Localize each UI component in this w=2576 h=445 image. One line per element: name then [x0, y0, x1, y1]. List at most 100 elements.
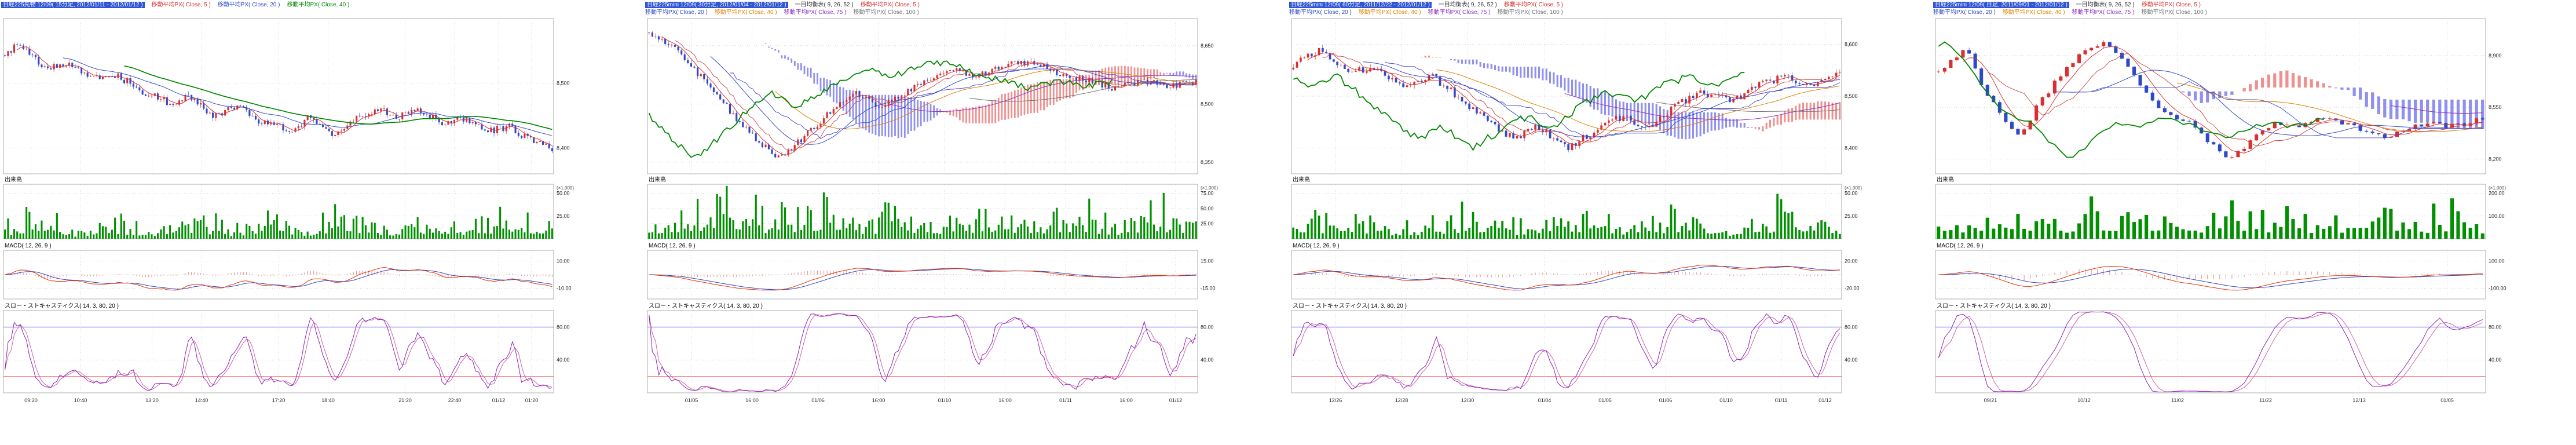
- svg-text:40.00: 40.00: [557, 357, 570, 363]
- svg-text:01/12: 01/12: [1169, 397, 1183, 403]
- volume-section-label: 出来高: [1937, 177, 1954, 183]
- macd-section-label: MACD( 12, 26, 9 ): [5, 243, 52, 249]
- legend-item: 一目均衡表( 9, 26, 52 ): [2076, 2, 2135, 8]
- legend-item: 移動平均PX( Close, 100 ): [853, 9, 919, 16]
- svg-text:8,400: 8,400: [1845, 145, 1858, 151]
- svg-text:01/05: 01/05: [2440, 397, 2454, 403]
- svg-text:13:20: 13:20: [145, 397, 159, 403]
- legend-item: 移動平均PX( Close, 5 ): [2141, 2, 2201, 8]
- macd-section-label: MACD( 12, 26, 9 ): [1293, 243, 1340, 249]
- svg-text:200.00: 200.00: [2489, 191, 2505, 196]
- volume-section-label: 出来高: [1293, 177, 1310, 183]
- legend-item: 移動平均PX( Close, 5 ): [860, 2, 920, 8]
- svg-text:11/02: 11/02: [2171, 397, 2184, 403]
- svg-text:(×1,000): (×1,000): [2489, 185, 2506, 191]
- legend-item: 移動平均PX( Close, 75 ): [784, 9, 847, 16]
- svg-text:-15.00: -15.00: [1201, 285, 1216, 291]
- svg-text:40.00: 40.00: [1201, 357, 1214, 363]
- chart-canvas: 8,500 8,400 50.00 25.00 (×1,000) 10.00 -10.00 8…: [3, 18, 574, 403]
- header-line-1: 日経225mini 12/09( 日足, 2011/09/01 - 2012/0…: [1933, 1, 2576, 9]
- svg-text:01/10: 01/10: [1719, 397, 1733, 403]
- header-line-1: 日経225mini 12/09( 60分足, 2011/12/22 - 2012…: [1289, 1, 1932, 9]
- header-line-2: 移動平均PX( Close, 20 ) 移動平均PX( Close, 40 ) 移動…: [1933, 9, 2576, 16]
- svg-text:01/10: 01/10: [938, 397, 952, 403]
- legend-item: 移動平均PX( Close, 40 ): [1358, 9, 1421, 16]
- legend-item: 一目均衡表( 9, 26, 52 ): [795, 2, 854, 8]
- legend-item: 移動平均PX( Close, 75 ): [2072, 9, 2135, 16]
- chart-area[interactable]: 8,600 8,500 8,400 50.00 25.00 (×1,000) 20.00 -2…: [1289, 17, 1932, 445]
- svg-text:17:20: 17:20: [272, 397, 286, 403]
- svg-text:8,650: 8,650: [1201, 43, 1214, 49]
- svg-text:80.00: 80.00: [1845, 324, 1858, 330]
- svg-text:01:20: 01:20: [525, 397, 539, 403]
- header-line-2: [1, 9, 644, 16]
- panel-header: 日経225先物 12/09( 15分足, 2012/01/11 - 2012/0…: [1, 1, 644, 17]
- macd-section-label: MACD( 12, 26, 9 ): [649, 243, 696, 249]
- svg-text:10/12: 10/12: [2077, 397, 2091, 403]
- legend-item: 移動平均PX( Close, 5 ): [151, 2, 211, 8]
- stoch-section-label: スロー・ストキャスティクス( 14, 3, 80, 20 ): [5, 303, 119, 309]
- svg-text:-10.00: -10.00: [557, 285, 572, 291]
- svg-text:16:00: 16:00: [745, 397, 759, 403]
- svg-text:20.00: 20.00: [1845, 258, 1858, 264]
- chart-area[interactable]: 8,900 8,550 8,200 200.00 100.00 (×1,000) 100.0…: [1933, 17, 2576, 445]
- chart-panel: 日経225mini 12/09( 60分足, 2011/12/22 - 2012…: [1288, 0, 1932, 445]
- legend-item: 移動平均PX( Close, 20 ): [1933, 9, 1996, 16]
- svg-text:01/04: 01/04: [1538, 397, 1552, 403]
- chart-area[interactable]: 8,650 8,500 8,350 75.00 50.00 25.00 (×1,000) 15…: [645, 17, 1288, 445]
- svg-text:8,600: 8,600: [1845, 42, 1858, 48]
- svg-text:40.00: 40.00: [2489, 357, 2502, 363]
- macd-section-label: MACD( 12, 26, 9 ): [1937, 243, 1984, 249]
- svg-text:18:40: 18:40: [321, 397, 335, 403]
- svg-text:100.00: 100.00: [2489, 213, 2505, 219]
- stoch-section-label: スロー・ストキャスティクス( 14, 3, 80, 20 ): [1293, 303, 1407, 309]
- chart-title[interactable]: 日経225mini 12/09( 60分足, 2011/12/22 - 2012…: [1289, 2, 1432, 8]
- svg-text:12/13: 12/13: [2352, 397, 2366, 403]
- stoch-section-label: スロー・ストキャスティクス( 14, 3, 80, 20 ): [1937, 303, 2051, 309]
- svg-text:01/11: 01/11: [1059, 397, 1072, 403]
- chart-canvas: 8,900 8,550 8,200 200.00 100.00 (×1,000) 100.0…: [1935, 18, 2507, 403]
- svg-text:01/12: 01/12: [492, 397, 506, 403]
- svg-text:10.00: 10.00: [557, 258, 570, 264]
- svg-text:50.00: 50.00: [1845, 191, 1858, 196]
- svg-text:01/11: 01/11: [1775, 397, 1788, 403]
- chart-title[interactable]: 日経225mini 12/09( 30分足, 2012/01/04 - 2012…: [645, 2, 788, 8]
- chart-title[interactable]: 日経225mini 12/09( 日足, 2011/09/01 - 2012/0…: [1933, 2, 2069, 8]
- legend-item: 一目均衡表( 9, 26, 52 ): [1438, 2, 1497, 8]
- svg-text:(×1,000): (×1,000): [1845, 185, 1862, 191]
- legend-item: 移動平均PX( Close, 100 ): [1497, 9, 1563, 16]
- svg-text:-20.00: -20.00: [1845, 285, 1860, 291]
- svg-text:16:00: 16:00: [1119, 397, 1133, 403]
- legend-item: 移動平均PX( Close, 20 ): [645, 9, 708, 16]
- svg-text:80.00: 80.00: [557, 324, 570, 330]
- svg-text:21:20: 21:20: [398, 397, 412, 403]
- volume-section-label: 出来高: [5, 177, 22, 183]
- svg-text:50.00: 50.00: [557, 191, 570, 196]
- chart-area[interactable]: 8,500 8,400 50.00 25.00 (×1,000) 10.00 -10.00 8…: [1, 17, 644, 445]
- legend-item: 移動平均PX( Close, 20 ): [1289, 9, 1352, 16]
- svg-text:50.00: 50.00: [1201, 206, 1214, 211]
- svg-text:11/22: 11/22: [2259, 397, 2272, 403]
- svg-text:09/21: 09/21: [1984, 397, 1997, 403]
- header-line-2: 移動平均PX( Close, 20 ) 移動平均PX( Close, 40 ) 移動…: [1289, 9, 1932, 16]
- svg-text:09:20: 09:20: [24, 397, 38, 403]
- svg-text:80.00: 80.00: [2489, 324, 2502, 330]
- svg-text:100.00: 100.00: [2489, 258, 2505, 264]
- svg-text:01/06: 01/06: [1659, 397, 1673, 403]
- svg-text:14:40: 14:40: [195, 397, 208, 403]
- chart-title[interactable]: 日経225先物 12/09( 15分足, 2012/01/11 - 2012/0…: [1, 2, 145, 8]
- svg-text:8,900: 8,900: [2489, 53, 2502, 59]
- chart-canvas: 8,650 8,500 8,350 75.00 50.00 25.00 (×1,000) 15…: [647, 18, 1218, 403]
- chart-panel: 日経225mini 12/09( 30分足, 2012/01/04 - 2012…: [644, 0, 1288, 445]
- legend-item: 移動平均PX( Close, 40 ): [714, 9, 777, 16]
- legend-item: 移動平均PX( Close, 100 ): [2141, 9, 2207, 16]
- legend-item: 移動平均PX( Close, 5 ): [1503, 2, 1564, 8]
- panel-header: 日経225mini 12/09( 30分足, 2012/01/04 - 2012…: [645, 1, 1288, 17]
- panel-header: 日経225mini 12/09( 日足, 2011/09/01 - 2012/0…: [1933, 1, 2576, 17]
- stoch-section-label: スロー・ストキャスティクス( 14, 3, 80, 20 ): [649, 303, 763, 309]
- svg-text:(×1,000): (×1,000): [1201, 185, 1218, 191]
- legend-item: 移動平均PX( Close, 40 ): [2002, 9, 2065, 16]
- svg-text:01/05: 01/05: [1598, 397, 1612, 403]
